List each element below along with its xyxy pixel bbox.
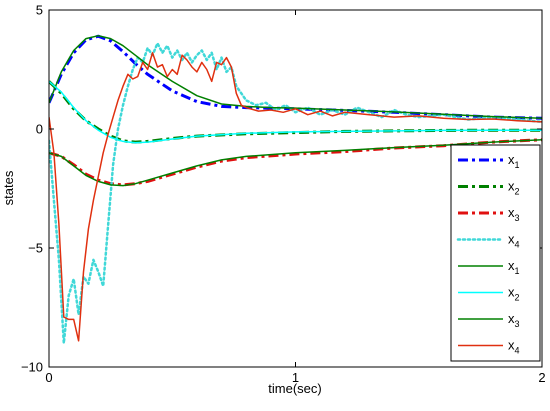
- series-line-3: [49, 138, 542, 187]
- series-line-5: [49, 34, 542, 120]
- y-tick-label: 0: [36, 122, 43, 137]
- legend-label-3: x3: [508, 205, 520, 223]
- x-axis-label: time(sec): [268, 381, 321, 396]
- series-line-4: [49, 42, 542, 345]
- legend-label-4: x4: [508, 232, 520, 250]
- y-tick-label: 5: [36, 3, 43, 18]
- x-tick-label: 1: [292, 370, 299, 385]
- y-axis-label: states: [1, 170, 16, 205]
- y-tick-label: −10: [21, 360, 43, 375]
- y-tick-label: −5: [28, 241, 43, 256]
- series-line-1: [49, 34, 542, 120]
- legend-label-2: x2: [508, 179, 520, 197]
- legend-box: [450, 144, 541, 362]
- legend-label-7: x3: [508, 311, 520, 329]
- series-line-8: [49, 52, 542, 342]
- legend-label-6: x2: [508, 285, 520, 303]
- series-line-7: [49, 138, 542, 187]
- legend-label-1: x1: [508, 152, 520, 170]
- x-tick-label: 2: [538, 370, 545, 385]
- legend-label-8: x4: [508, 338, 520, 356]
- series-layer: [49, 34, 542, 345]
- legend-label-5: x1: [508, 258, 520, 276]
- series-line-6: [49, 80, 542, 144]
- x-tick-label: 0: [45, 370, 52, 385]
- legend: x1 x2 x3 x4 x1 x2 x3 x4: [450, 144, 541, 362]
